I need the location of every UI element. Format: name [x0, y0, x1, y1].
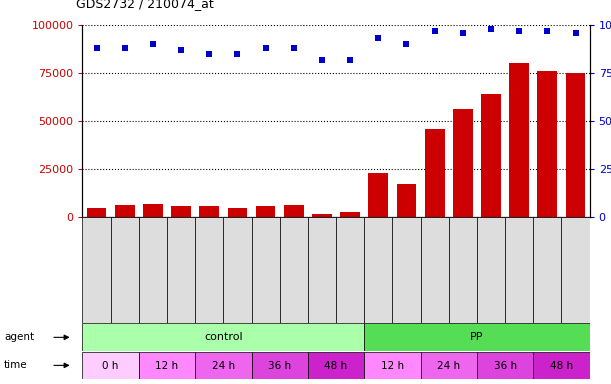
Text: 24 h: 24 h	[437, 361, 460, 371]
Bar	[448, 217, 477, 323]
Text: 0 h: 0 h	[103, 361, 119, 371]
Point	[430, 28, 439, 34]
Text: PP: PP	[470, 332, 484, 342]
Bar	[82, 323, 364, 351]
Point	[571, 30, 580, 36]
Bar	[364, 352, 420, 379]
Text: GDS2732 / 210074_at: GDS2732 / 210074_at	[76, 0, 214, 10]
Bar	[82, 352, 139, 379]
Bar	[397, 184, 416, 217]
Point	[176, 47, 186, 53]
Bar	[566, 73, 585, 217]
Bar	[171, 207, 191, 217]
Point	[289, 45, 299, 51]
Bar	[284, 205, 304, 217]
Bar	[308, 217, 336, 323]
Bar	[312, 214, 332, 217]
Bar	[392, 217, 420, 323]
Bar	[167, 217, 195, 323]
Text: 12 h: 12 h	[155, 361, 178, 371]
Bar	[308, 352, 364, 379]
Text: agent: agent	[4, 332, 34, 343]
Bar	[453, 109, 473, 217]
Bar	[364, 217, 392, 323]
Bar	[477, 352, 533, 379]
Bar	[227, 209, 247, 217]
Bar	[256, 207, 276, 217]
Bar	[368, 173, 388, 217]
Text: 48 h: 48 h	[324, 361, 348, 371]
Text: 36 h: 36 h	[268, 361, 291, 371]
Bar	[340, 212, 360, 217]
Bar	[87, 209, 106, 217]
Point	[92, 45, 101, 51]
Bar	[224, 217, 252, 323]
Bar	[252, 352, 308, 379]
Bar	[195, 352, 252, 379]
Point	[261, 45, 271, 51]
Point	[317, 56, 327, 63]
Bar	[533, 352, 590, 379]
Point	[204, 51, 214, 57]
Point	[233, 51, 243, 57]
Bar	[505, 217, 533, 323]
Bar	[115, 205, 134, 217]
Text: 12 h: 12 h	[381, 361, 404, 371]
Bar	[252, 217, 280, 323]
Point	[120, 45, 130, 51]
Text: 24 h: 24 h	[212, 361, 235, 371]
Point	[345, 56, 355, 63]
Point	[543, 28, 552, 34]
Bar	[481, 94, 501, 217]
Text: control: control	[204, 332, 243, 342]
Bar	[420, 352, 477, 379]
Point	[401, 41, 411, 47]
Bar	[533, 217, 562, 323]
Bar	[420, 217, 448, 323]
Point	[458, 30, 468, 36]
Point	[486, 26, 496, 32]
Point	[148, 41, 158, 47]
Bar	[562, 217, 590, 323]
Bar	[195, 217, 224, 323]
Bar	[425, 129, 445, 217]
Bar	[336, 217, 364, 323]
Text: 48 h: 48 h	[550, 361, 573, 371]
Bar	[364, 323, 590, 351]
Bar	[280, 217, 308, 323]
Bar	[538, 71, 557, 217]
Text: time: time	[4, 360, 27, 371]
Bar	[139, 352, 195, 379]
Bar	[143, 205, 163, 217]
Bar	[199, 207, 219, 217]
Bar	[477, 217, 505, 323]
Point	[373, 35, 383, 41]
Bar	[139, 217, 167, 323]
Point	[514, 28, 524, 34]
Text: 36 h: 36 h	[494, 361, 517, 371]
Bar	[510, 63, 529, 217]
Bar	[82, 217, 111, 323]
Bar	[111, 217, 139, 323]
